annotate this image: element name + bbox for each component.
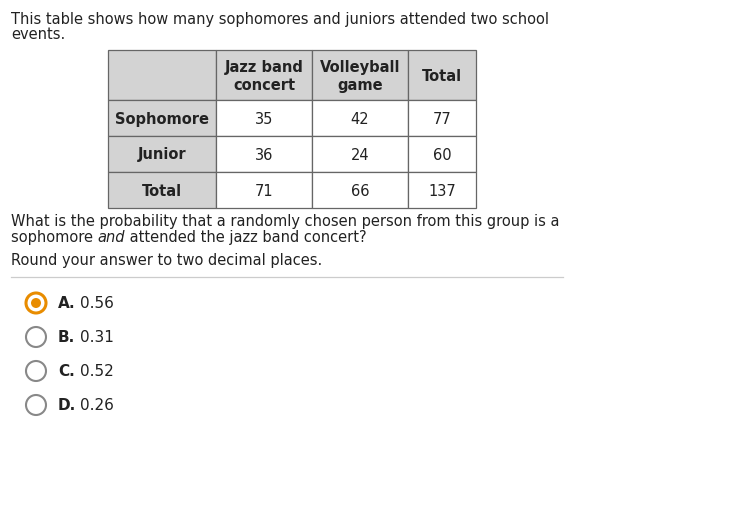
Text: 42: 42 (351, 111, 370, 126)
Bar (312, 137, 408, 173)
Text: events.: events. (11, 27, 65, 42)
Bar (108, 101, 216, 137)
Text: 77: 77 (432, 111, 452, 126)
Bar (216, 173, 312, 209)
Text: 24: 24 (351, 147, 370, 162)
Text: 66: 66 (351, 183, 370, 198)
Text: 35: 35 (255, 111, 273, 126)
Text: Total: Total (142, 183, 182, 198)
Text: Jazz band
concert: Jazz band concert (225, 60, 304, 92)
Text: 60: 60 (433, 147, 452, 162)
Text: sophomore: sophomore (11, 230, 98, 244)
Text: 0.56: 0.56 (80, 296, 114, 311)
Text: This table shows how many sophomores and juniors attended two school: This table shows how many sophomores and… (11, 12, 549, 27)
Text: B.: B. (58, 330, 75, 345)
Text: 0.26: 0.26 (80, 398, 114, 413)
Circle shape (31, 298, 41, 309)
Text: C.: C. (58, 364, 75, 379)
Bar (312, 51, 408, 101)
Bar (408, 173, 476, 209)
Bar (312, 101, 408, 137)
Bar (408, 101, 476, 137)
Text: 36: 36 (255, 147, 273, 162)
Bar (216, 51, 312, 101)
Text: and: and (98, 230, 125, 244)
Text: 0.52: 0.52 (80, 364, 114, 379)
Text: D.: D. (58, 398, 76, 413)
Bar (108, 51, 216, 101)
Bar (312, 173, 408, 209)
Bar (408, 51, 476, 101)
Text: 71: 71 (255, 183, 273, 198)
Bar (216, 137, 312, 173)
Bar (408, 137, 476, 173)
Text: Sophomore: Sophomore (115, 111, 209, 126)
Bar (108, 173, 216, 209)
Text: Total: Total (422, 68, 462, 83)
Bar (216, 101, 312, 137)
Text: Junior: Junior (137, 147, 186, 162)
Text: A.: A. (58, 296, 75, 311)
Text: attended the jazz band concert?: attended the jazz band concert? (125, 230, 367, 244)
Bar (108, 137, 216, 173)
Text: What is the probability that a randomly chosen person from this group is a: What is the probability that a randomly … (11, 214, 559, 229)
Text: 137: 137 (428, 183, 456, 198)
Text: Volleyball
game: Volleyball game (320, 60, 401, 92)
Text: 0.31: 0.31 (80, 330, 114, 345)
Text: Round your answer to two decimal places.: Round your answer to two decimal places. (11, 252, 322, 268)
